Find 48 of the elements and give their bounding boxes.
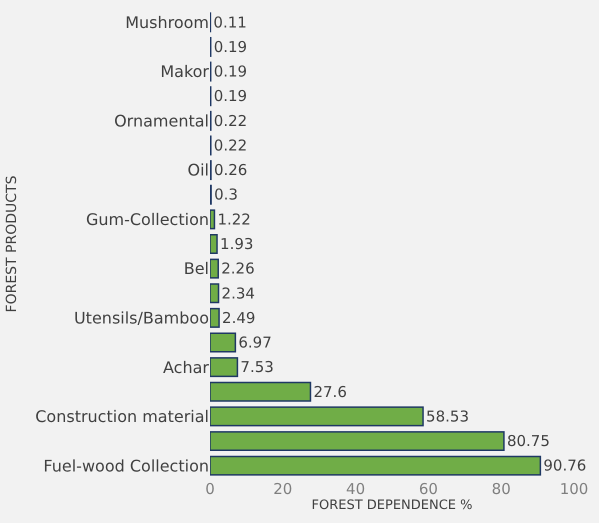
bar [210,234,218,254]
data-label: 0.19 [214,87,248,106]
x-tick-label: 80 [492,480,511,498]
bar [210,258,219,279]
bar [210,382,312,402]
data-label: 2.34 [222,284,255,302]
data-label: 80.75 [506,432,550,450]
data-label: 0.3 [214,186,238,204]
x-axis-title: FOREST DEPENDENCE % [311,498,473,513]
bar [210,283,220,304]
y-axis-title: FOREST PRODUCTS [4,175,20,312]
y-tick-label: Ornamental [114,111,209,130]
data-label: 1.22 [217,210,251,228]
data-label: 0.22 [214,136,248,154]
data-label: 0.19 [214,62,248,81]
y-tick-label: Oil [188,160,209,180]
x-tick-label: 60 [418,480,438,498]
data-label: 7.53 [240,358,274,376]
bar [210,308,220,328]
y-tick-label: Utensils/Bamboo [74,308,209,328]
data-label: 1.93 [220,235,254,253]
bar [210,456,542,476]
data-label: 90.76 [543,456,586,475]
data-label: 2.26 [221,260,255,278]
y-tick-label: Fuel-wood Collection [43,456,209,476]
data-label: 0.22 [214,112,248,130]
y-tick-label: Makor [160,62,210,82]
bar [210,209,216,230]
data-label: 0.11 [213,13,247,32]
y-tick-label: Construction material [35,407,209,426]
y-tick-label: Bel [184,259,209,278]
y-tick-label: Achar [163,358,210,377]
data-label: 0.19 [214,38,248,56]
bar [210,332,236,353]
x-tick-label: 40 [346,480,366,498]
data-label: 27.6 [313,382,347,401]
x-tick-label: 20 [273,480,292,498]
data-label: 0.26 [214,161,248,180]
y-tick-label: Gum-Collection [86,210,209,229]
data-label: 6.97 [238,334,272,352]
bar [210,357,238,378]
data-label: 58.53 [426,407,470,426]
bar [210,431,505,452]
x-tick-label: 0 [205,480,215,498]
data-label: 2.49 [222,308,256,327]
bar [210,406,424,426]
y-tick-label: Mushroom [125,12,209,32]
x-tick-label: 100 [560,480,588,498]
